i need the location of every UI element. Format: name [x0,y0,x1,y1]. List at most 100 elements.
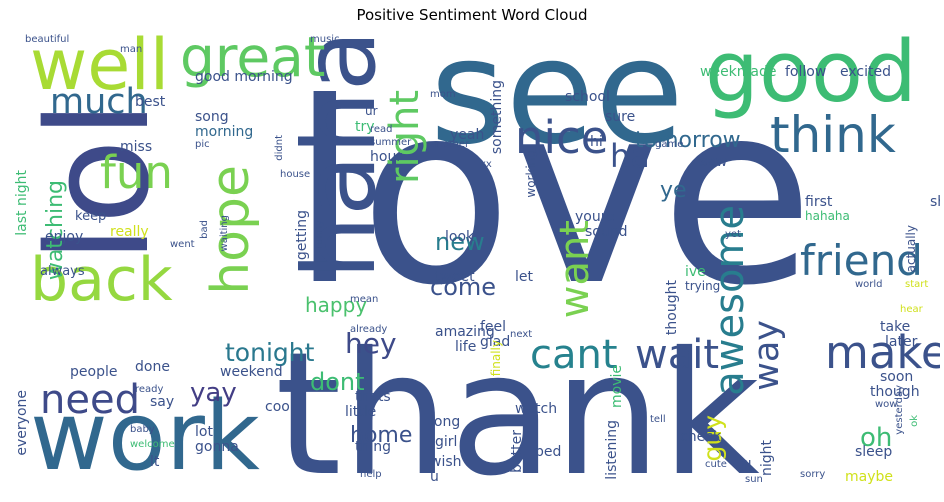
cloud-word: say [150,394,175,410]
cloud-word: best [135,94,166,110]
cloud-word: youre [575,209,615,225]
cloud-word: hey [345,327,397,360]
cloud-word: happy [305,293,368,317]
cloud-word: dont [310,368,365,396]
cloud-word: welcome [130,439,175,450]
cloud-word: last night [14,170,30,236]
cloud-word: always [40,264,85,279]
cloud-word: summer [370,137,412,148]
cloud-word: keep [75,209,107,224]
cloud-word: went [170,239,195,250]
cloud-word: waiting [219,215,230,252]
cloud-word: oh [860,423,893,453]
cloud-word: let [515,269,533,285]
cloud-word: hahaha [805,209,850,223]
cloud-word: house [280,169,311,180]
cloud-word: later [885,334,918,350]
cloud-word: see [430,30,684,177]
cloud-word: movie [609,365,625,408]
cloud-word: excited [840,64,891,80]
cloud-word: music [310,34,340,45]
cloud-word: miss [120,139,153,155]
cloud-word: already [350,324,388,335]
cloud-word: morning [195,124,254,140]
cloud-word: good [705,30,917,122]
cloud-word: read [370,124,393,135]
cloud-word: actually [904,225,918,273]
cloud-word: start [905,279,929,290]
cloud-word: beautiful [25,34,70,45]
cloud-word: bed [535,444,562,460]
cloud-word: trying [685,279,721,293]
cloud-word: another [430,139,470,150]
cloud-word: help [360,469,382,480]
cloud-word: way [747,320,787,391]
cloud-word: pic [195,139,210,150]
cloud-word: wow [875,399,898,410]
cloud-word: thank [275,316,760,494]
cloud-word: hear [900,304,923,315]
cloud-word: ha [610,137,650,175]
cloud-word: enjoy [45,229,84,245]
cloud-word: look [445,229,475,245]
cloud-word: everyone [14,390,30,456]
cloud-word: yesterday [894,385,905,435]
cloud-word: little [345,404,377,420]
cloud-word: game [655,139,684,150]
cloud-word: lot [195,424,213,440]
cloud-word: new [435,228,485,256]
cloud-word: ur [365,104,378,118]
cloud-word: didnt [274,135,285,161]
cloud-word: weekmade [700,64,777,80]
cloud-word: friend [800,236,923,285]
cloud-word: night [759,440,775,477]
cloud-word: ok [909,415,920,427]
cloud-word: cool [265,399,294,415]
cloud-title: Positive Sentiment Word Cloud [356,6,588,24]
cloud-word: tomorrow [635,128,741,153]
cloud-word: done [135,359,170,375]
cloud-word: though [870,384,920,400]
cloud-word: lt [150,454,160,470]
cloud-word: good morning [195,69,293,85]
cloud-word: song [195,109,229,125]
cloud-word: amazing [435,324,495,340]
cloud-word: long [430,414,461,430]
cloud-word: sleep [855,444,893,460]
cloud-word: follow [785,64,827,80]
cloud-word: soon [880,369,914,385]
cloud-word: come [430,273,497,301]
cloud-word: better [509,430,525,473]
cloud-word: ready [135,384,164,395]
cloud-word: ill [740,459,752,475]
cloud-word: watch [515,401,558,417]
cloud-word: yet [725,229,741,240]
cloud-word: sure [605,109,636,125]
cloud-word: try [355,119,375,135]
cloud-word: ye [660,178,687,203]
cloud-word: thats [355,389,391,405]
cloud-word: cant [530,332,618,378]
cloud-word: yeah [450,127,485,143]
cloud-word: well [30,30,170,106]
cloud-word: home [350,423,413,448]
cloud-word: feel [480,319,507,335]
cloud-word: fun [100,146,173,199]
cloud-word: much [50,82,148,122]
cloud-word: tell [650,414,666,425]
cloud-word: work [30,382,260,492]
cloud-word: gonna [195,439,239,455]
cloud-word: xx [480,159,492,170]
cloud-word: cute [705,459,727,470]
cloud-word: getting [294,210,310,261]
cloud-word: hope [201,165,261,295]
cloud-word: maybe [845,469,894,485]
cloud-word: love [290,49,815,340]
cloud-word: u [430,469,439,485]
cloud-word: thought [664,280,680,336]
cloud-word: man [120,44,143,55]
cloud-word: weekend [220,364,283,380]
cloud-word: really [110,224,149,240]
cloud-word: tonight [225,338,315,367]
cloud-word: saw [700,154,728,170]
